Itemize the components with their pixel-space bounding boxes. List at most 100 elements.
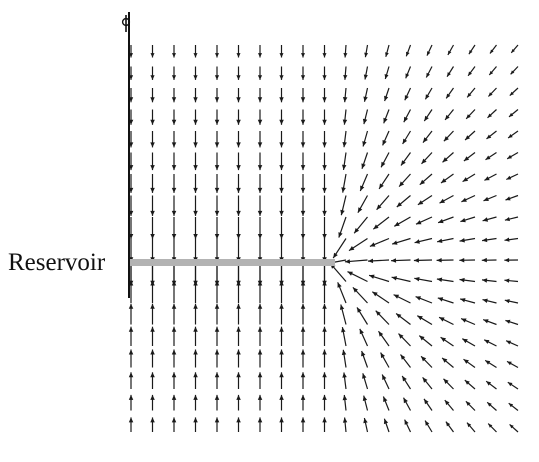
vector-field-arrows xyxy=(128,44,519,433)
field-arrow xyxy=(352,286,368,304)
field-arrow xyxy=(214,280,220,303)
field-arrow xyxy=(459,298,476,304)
field-arrow xyxy=(463,152,476,162)
field-arrow xyxy=(236,174,241,193)
field-arrow xyxy=(382,130,390,146)
field-arrow xyxy=(459,237,476,243)
field-arrow xyxy=(257,195,263,216)
field-arrow xyxy=(171,349,177,368)
field-arrow xyxy=(257,217,263,239)
field-arrow xyxy=(171,131,177,148)
field-arrow xyxy=(445,421,454,433)
field-arrow xyxy=(464,379,476,390)
field-arrow xyxy=(505,340,519,347)
field-arrow xyxy=(193,66,198,80)
field-arrow xyxy=(481,278,497,283)
field-arrow xyxy=(236,152,241,171)
field-arrow xyxy=(150,131,155,148)
field-arrow xyxy=(421,152,433,165)
field-arrow xyxy=(482,237,497,243)
field-arrow xyxy=(171,326,177,346)
field-arrow xyxy=(150,326,155,346)
field-arrow xyxy=(322,152,327,171)
field-arrow xyxy=(396,195,411,208)
field-arrow xyxy=(414,277,433,283)
field-arrow xyxy=(257,280,263,303)
field-arrow xyxy=(279,66,284,80)
field-arrow xyxy=(417,194,433,206)
field-arrow xyxy=(341,326,347,347)
field-arrow xyxy=(378,330,390,347)
field-arrow xyxy=(460,318,476,326)
field-arrow xyxy=(150,280,155,303)
field-arrow xyxy=(382,396,390,411)
field-arrow xyxy=(322,195,327,216)
field-arrow xyxy=(215,45,219,58)
field-arrow xyxy=(236,217,241,239)
field-arrow xyxy=(468,44,476,55)
field-arrow xyxy=(236,417,241,432)
field-arrow xyxy=(362,395,369,411)
field-arrow xyxy=(482,298,497,304)
field-arrow xyxy=(236,326,241,346)
field-arrow xyxy=(403,109,412,123)
field-arrow xyxy=(279,372,284,389)
field-arrow xyxy=(363,87,369,102)
field-arrow xyxy=(466,87,476,98)
field-arrow xyxy=(414,237,433,244)
field-arrow xyxy=(339,304,347,325)
field-arrow xyxy=(214,66,220,80)
field-arrow xyxy=(356,307,369,325)
field-arrow xyxy=(391,276,411,283)
field-arrow xyxy=(322,372,327,389)
field-arrow xyxy=(150,88,155,103)
field-arrow xyxy=(193,152,198,171)
field-arrow xyxy=(128,349,134,368)
field-arrow xyxy=(342,394,348,411)
field-arrow xyxy=(343,66,348,80)
field-arrow xyxy=(390,258,411,263)
field-arrow xyxy=(486,401,497,411)
field-arrow xyxy=(214,217,220,239)
field-arrow xyxy=(257,88,263,103)
field-arrow xyxy=(301,45,305,58)
field-arrow xyxy=(372,216,390,230)
field-arrow xyxy=(342,109,348,125)
field-arrow xyxy=(485,380,497,390)
field-arrow xyxy=(400,354,411,368)
field-arrow xyxy=(415,296,433,304)
field-arrow xyxy=(214,152,220,171)
field-arrow xyxy=(463,358,476,368)
field-arrow xyxy=(342,130,347,148)
field-arrow xyxy=(484,173,497,181)
field-arrow xyxy=(171,88,177,103)
field-arrow xyxy=(483,339,497,347)
field-arrow xyxy=(150,66,155,80)
field-arrow xyxy=(422,130,433,143)
field-arrow xyxy=(279,195,284,216)
field-arrow xyxy=(401,375,412,390)
field-arrow xyxy=(279,349,284,368)
field-arrow xyxy=(300,303,306,325)
field-arrow xyxy=(505,319,519,326)
field-arrow xyxy=(462,338,476,347)
field-arrow xyxy=(171,417,177,432)
field-arrow xyxy=(398,173,411,188)
field-arrow xyxy=(193,372,198,389)
field-arrow xyxy=(353,216,368,234)
field-arrow xyxy=(128,303,134,325)
field-arrow xyxy=(341,173,347,193)
field-arrow xyxy=(348,237,368,252)
field-arrow xyxy=(257,174,263,193)
field-arrow xyxy=(440,173,454,184)
field-arrow xyxy=(485,152,497,161)
field-arrow xyxy=(322,131,327,148)
field-arrow xyxy=(171,66,177,80)
field-arrow xyxy=(465,109,476,120)
field-arrow xyxy=(509,87,519,97)
field-arrow xyxy=(363,66,369,80)
field-arrow xyxy=(504,258,519,263)
field-arrow xyxy=(369,237,390,247)
field-arrow xyxy=(128,372,134,389)
